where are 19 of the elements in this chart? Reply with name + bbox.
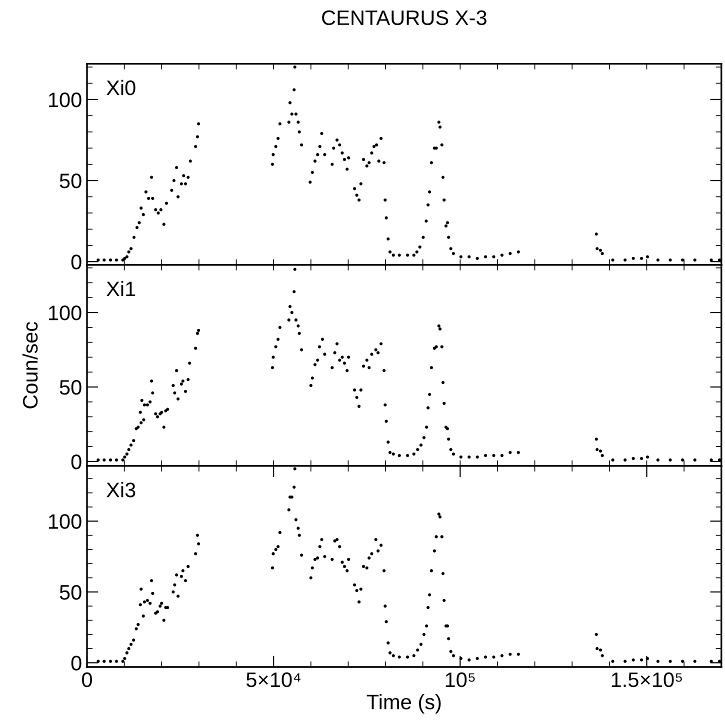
annotation: Xi3 bbox=[106, 482, 136, 498]
x-tick-label: 0 bbox=[82, 672, 92, 688]
chart-title: CENTAURUS X-3 bbox=[322, 10, 486, 26]
annotation: Xi0 bbox=[106, 80, 136, 96]
x-tick-label: 10⁵ bbox=[446, 672, 475, 688]
y-tick-label: 50 bbox=[60, 380, 82, 395]
x-tick-label: 5×10⁴ bbox=[246, 672, 300, 688]
x-tick-label: 1.5×10⁵ bbox=[612, 672, 682, 688]
y-tick-label: 100 bbox=[48, 92, 82, 108]
y-tick-label: 50 bbox=[60, 584, 82, 600]
y-tick-label: 50 bbox=[60, 174, 82, 188]
annotation: Xi1 bbox=[106, 280, 136, 296]
y-tick-label: 100 bbox=[48, 514, 82, 529]
y-tick-label: 0 bbox=[71, 656, 82, 671]
y-tick-label: 0 bbox=[71, 454, 82, 470]
y-tick-label: 100 bbox=[48, 306, 82, 320]
y-tick-label: 0 bbox=[71, 254, 82, 270]
x-axis-title: Time (s) bbox=[366, 694, 441, 714]
y-axis-title: Coun/sec bbox=[22, 322, 38, 408]
